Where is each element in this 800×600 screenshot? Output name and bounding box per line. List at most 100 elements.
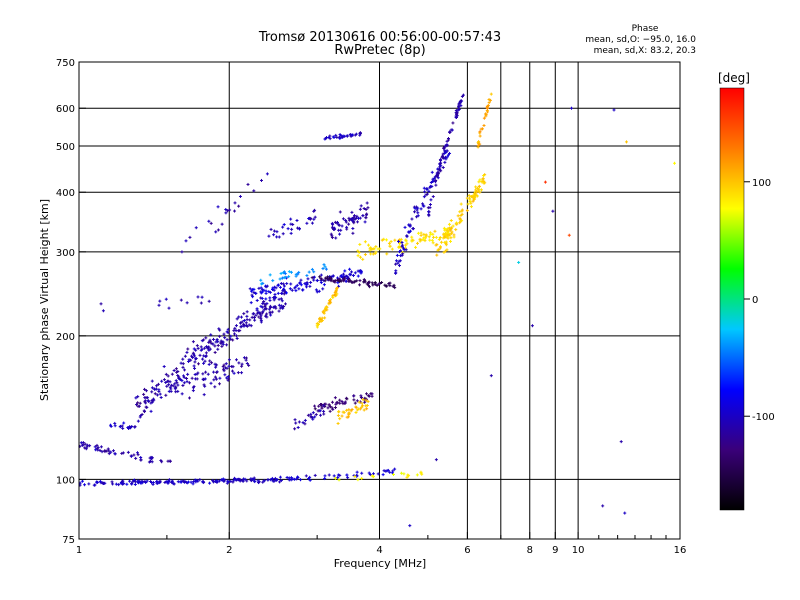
data-point	[312, 270, 316, 274]
data-point	[204, 370, 208, 374]
data-point	[474, 185, 478, 189]
data-point	[221, 340, 225, 344]
data-point	[360, 401, 364, 405]
x-axis-label: Frequency [MHz]	[334, 557, 426, 570]
data-point	[259, 296, 263, 300]
data-point	[325, 277, 329, 281]
data-point	[423, 239, 427, 243]
data-point	[455, 112, 459, 116]
data-point	[95, 447, 99, 451]
data-point	[176, 373, 180, 377]
data-point	[247, 323, 251, 327]
data-point	[449, 231, 453, 235]
data-point	[186, 347, 190, 351]
data-point	[327, 403, 331, 407]
data-point	[191, 389, 195, 393]
x-tick-label: 10	[572, 545, 585, 556]
data-point	[359, 255, 363, 259]
data-point	[338, 232, 342, 236]
data-point	[352, 394, 356, 398]
y-axis-label: Stationary phase Virtual Height [km]	[38, 199, 51, 401]
data-point	[282, 270, 286, 274]
data-point	[218, 328, 222, 332]
data-point	[352, 398, 356, 402]
data-point	[337, 223, 341, 227]
data-point	[429, 198, 433, 202]
data-point	[336, 476, 340, 480]
data-point	[321, 287, 325, 291]
data-point	[345, 274, 349, 278]
data-point	[101, 309, 105, 313]
data-point	[185, 376, 189, 380]
data-point	[239, 321, 243, 325]
data-point	[452, 235, 456, 239]
data-point	[367, 471, 371, 475]
data-point	[356, 274, 360, 278]
data-point	[465, 209, 469, 213]
chart-title: Tromsø 20130616 00:56:00-00:57:43	[258, 30, 501, 45]
data-point	[83, 442, 87, 446]
data-point	[304, 283, 308, 287]
data-point	[172, 368, 176, 372]
data-point	[167, 383, 171, 387]
data-point	[80, 479, 84, 483]
data-point	[280, 306, 284, 310]
data-point	[87, 482, 91, 486]
data-point	[182, 381, 186, 385]
data-point	[207, 299, 211, 303]
data-point	[434, 235, 438, 239]
data-point	[202, 361, 206, 365]
data-point	[359, 204, 363, 208]
data-point	[259, 286, 263, 290]
data-point	[140, 412, 144, 416]
data-point	[443, 235, 447, 239]
data-point	[144, 389, 148, 393]
data-point	[334, 290, 338, 294]
data-point	[290, 227, 294, 231]
data-point	[207, 340, 211, 344]
data-point	[331, 226, 335, 230]
data-point	[273, 476, 277, 480]
data-point	[311, 411, 315, 415]
data-point	[188, 396, 192, 400]
data-point	[322, 409, 326, 413]
data-point	[368, 246, 372, 250]
data-point	[375, 283, 379, 287]
data-point	[203, 346, 207, 350]
data-point	[265, 172, 269, 176]
y-tick-label: 750	[56, 58, 75, 69]
colorbar-label: [deg]	[718, 71, 750, 85]
data-point	[355, 279, 359, 283]
data-point	[458, 210, 462, 214]
data-point	[153, 387, 157, 391]
data-point	[458, 101, 462, 105]
data-point	[359, 132, 363, 136]
data-point	[289, 270, 293, 274]
data-point	[333, 220, 337, 224]
data-point	[252, 189, 256, 193]
data-point	[166, 459, 170, 463]
chart-subtitle: RwPretec (8p)	[334, 43, 425, 58]
data-point	[430, 170, 434, 174]
data-point	[322, 263, 326, 267]
data-point	[338, 473, 342, 477]
data-point	[263, 305, 267, 309]
data-point	[224, 362, 228, 366]
data-point	[341, 410, 345, 414]
data-point	[567, 233, 571, 237]
data-point	[312, 209, 316, 213]
data-point	[328, 137, 332, 141]
data-point	[471, 199, 475, 203]
data-point	[382, 469, 386, 473]
data-point	[358, 283, 362, 287]
data-point	[173, 387, 177, 391]
data-point	[84, 447, 88, 451]
data-point	[344, 218, 348, 222]
data-point	[180, 479, 184, 483]
data-point	[275, 235, 279, 239]
data-point	[242, 322, 246, 326]
data-point	[194, 480, 198, 484]
data-point	[427, 214, 431, 218]
data-point	[473, 192, 477, 196]
data-point	[233, 326, 237, 330]
